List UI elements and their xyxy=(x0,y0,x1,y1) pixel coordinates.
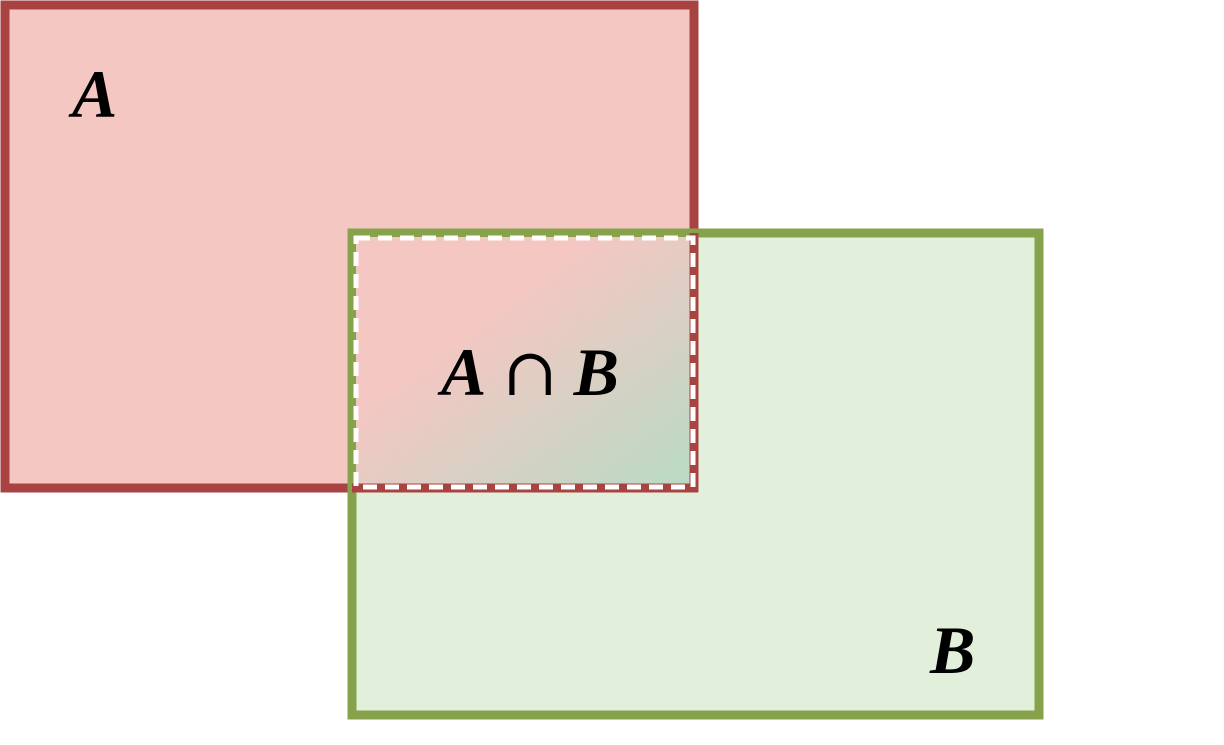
intersection-operator: ∩ xyxy=(502,334,557,411)
intersection-left-operand: A xyxy=(437,334,486,410)
intersection-right-operand: B xyxy=(573,334,619,410)
intersection-dashed-outline xyxy=(353,235,696,490)
set-b-label: B xyxy=(929,612,975,688)
intersection-label: A ∩ B xyxy=(437,334,619,411)
set-a-label: A xyxy=(68,56,117,132)
intersection-region xyxy=(356,237,692,487)
